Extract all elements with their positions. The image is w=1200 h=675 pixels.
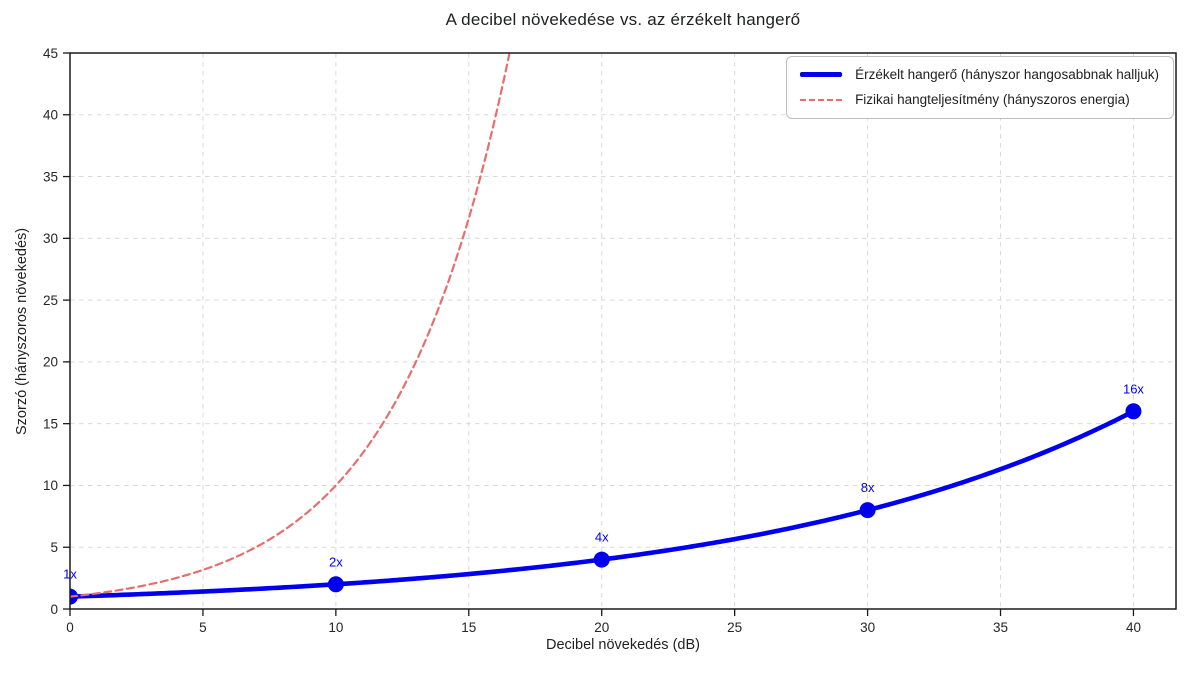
y-tick-label: 30 — [43, 231, 58, 246]
x-tick-label: 35 — [993, 620, 1008, 635]
chart-title: A decibel növekedése vs. az érzékelt han… — [445, 10, 801, 29]
y-tick-label: 40 — [43, 108, 58, 123]
legend-label-perceived: Érzékelt hangerő (hányszor hangosabbnak … — [855, 67, 1159, 82]
y-tick-label: 5 — [50, 540, 58, 555]
y-axis-label: Szorzó (hányszoros növekedés) — [14, 227, 30, 435]
legend-label-physical: Fizikai hangteljesítmény (hányszoros ene… — [855, 92, 1130, 107]
data-point-label: 16x — [1123, 381, 1144, 396]
data-point-label: 8x — [861, 480, 875, 495]
x-tick-label: 5 — [199, 620, 207, 635]
x-tick-label: 20 — [594, 620, 609, 635]
dashed-line-swatch-icon — [800, 98, 843, 101]
y-tick-label: 20 — [43, 355, 58, 370]
series-line-perceived — [70, 410, 1134, 599]
data-point-label: 4x — [595, 530, 609, 545]
legend: Érzékelt hangerő (hányszor hangosabbnak … — [786, 56, 1174, 119]
plot-border — [69, 52, 1177, 610]
x-tick-label: 40 — [1126, 620, 1141, 635]
series-line-physical — [70, 53, 511, 598]
data-point-label: 2x — [329, 554, 343, 569]
y-tick-label: 35 — [43, 169, 58, 184]
y-tick-label: 0 — [50, 602, 58, 617]
x-axis-label: Decibel növekedés (dB) — [546, 637, 700, 653]
y-tick-label: 10 — [43, 478, 58, 493]
x-tick-label: 30 — [860, 620, 875, 635]
y-tick-label: 45 — [43, 46, 58, 61]
data-point-marker — [1125, 403, 1142, 420]
data-point-marker — [593, 551, 610, 568]
solid-line-swatch-icon — [800, 72, 843, 77]
y-tick-label: 15 — [43, 416, 58, 431]
data-point-label: 1x — [63, 567, 77, 582]
data-point-marker — [327, 576, 344, 593]
x-tick-label: 0 — [66, 620, 74, 635]
x-tick-label: 15 — [461, 620, 476, 635]
legend-item-physical-power: Fizikai hangteljesítmény (hányszoros ene… — [800, 92, 1159, 107]
legend-item-perceived-loudness: Érzékelt hangerő (hányszor hangosabbnak … — [800, 67, 1159, 82]
data-point-marker — [859, 502, 876, 519]
y-tick-label: 25 — [43, 293, 58, 308]
x-tick-label: 25 — [727, 620, 742, 635]
x-tick-label: 10 — [328, 620, 343, 635]
